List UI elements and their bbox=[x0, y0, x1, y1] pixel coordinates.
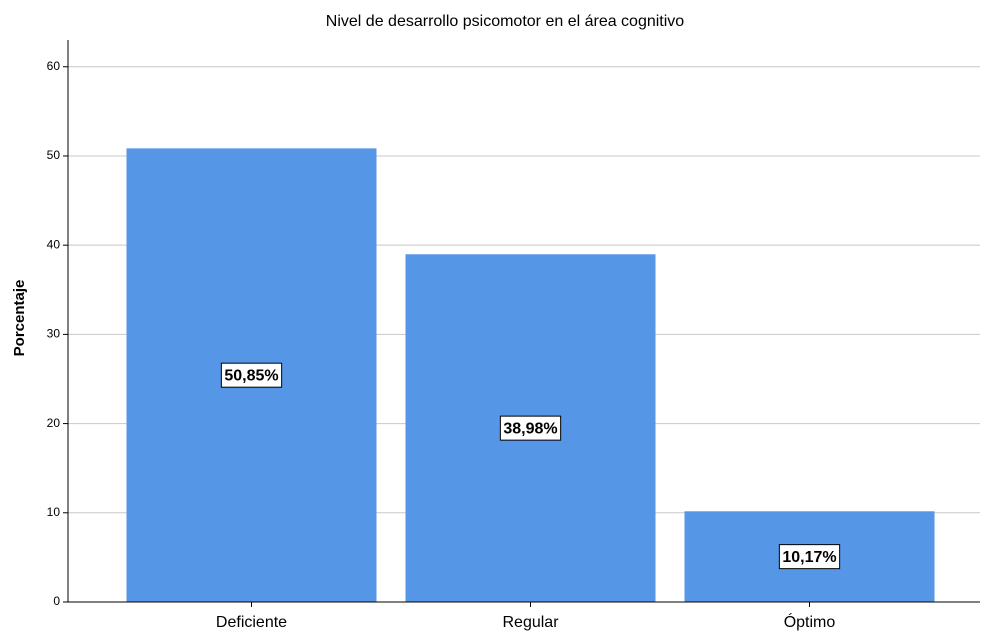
value-label-box bbox=[778, 544, 841, 570]
value-label-box bbox=[499, 415, 562, 441]
x-tick-label: Regular bbox=[502, 614, 559, 631]
y-tick-label: 20 bbox=[47, 416, 61, 430]
x-tick-label: Óptimo bbox=[784, 612, 836, 631]
y-tick-label: 60 bbox=[47, 59, 61, 73]
value-label-box bbox=[220, 362, 283, 388]
y-tick-label: 10 bbox=[47, 505, 61, 519]
y-tick-label: 30 bbox=[47, 327, 61, 341]
value-label: 10,17% bbox=[782, 549, 836, 566]
chart-title: Nivel de desarrollo psicomotor en el áre… bbox=[326, 13, 685, 30]
y-tick-label: 0 bbox=[53, 594, 60, 608]
value-label: 50,85% bbox=[224, 367, 278, 384]
y-tick-label: 40 bbox=[47, 237, 61, 251]
y-tick-label: 50 bbox=[47, 148, 61, 162]
x-tick-label: Deficiente bbox=[216, 614, 287, 631]
value-label: 38,98% bbox=[503, 420, 557, 437]
y-axis-label: Porcentaje bbox=[11, 280, 28, 357]
